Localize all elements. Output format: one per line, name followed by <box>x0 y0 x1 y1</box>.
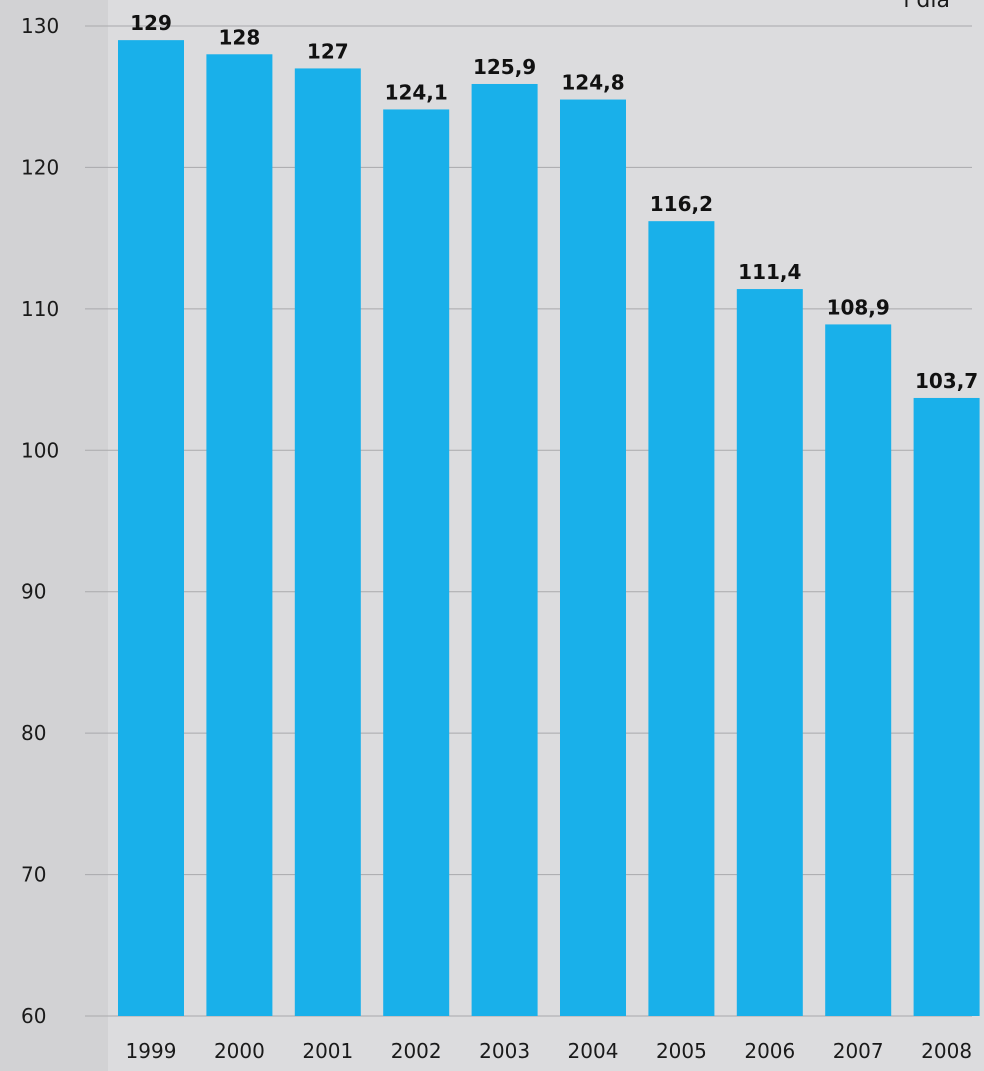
bar-value-label: 125,9 <box>473 55 536 79</box>
bar-value-label: 129 <box>130 11 172 35</box>
y-tick-label: 60 <box>21 1004 46 1028</box>
y-tick-label: 80 <box>21 721 46 745</box>
bar-value-label: 124,1 <box>385 80 448 104</box>
bar-value-label: 116,2 <box>650 192 713 216</box>
bar <box>736 289 803 1016</box>
y-tick-label: 120 <box>21 155 59 179</box>
bar-value-label: 128 <box>219 25 261 49</box>
bar-value-label: 103,7 <box>915 369 978 393</box>
bar <box>913 397 980 1016</box>
bar-value-label: 124,8 <box>561 71 624 95</box>
y-tick-label: 100 <box>21 438 59 462</box>
bar <box>294 68 361 1016</box>
y-tick-label: 90 <box>21 580 46 604</box>
x-tick-label: 2000 <box>214 1039 265 1063</box>
bar <box>648 221 715 1016</box>
x-tick-label: 2006 <box>744 1039 795 1063</box>
bar <box>825 324 892 1016</box>
bar <box>383 109 450 1016</box>
x-tick-label: 2004 <box>568 1039 619 1063</box>
x-tick-label: 2001 <box>302 1039 353 1063</box>
x-tick-label: 2008 <box>921 1039 972 1063</box>
x-tick-label: 2002 <box>391 1039 442 1063</box>
x-tick-label: 1999 <box>126 1039 177 1063</box>
bar <box>206 54 273 1017</box>
bar <box>118 40 184 1016</box>
chart-subtitle: l día <box>903 0 950 13</box>
x-tick-label: 2007 <box>833 1039 884 1063</box>
bar-value-label: 111,4 <box>738 260 801 284</box>
bar <box>560 99 626 1017</box>
y-axis-band <box>0 0 108 1071</box>
y-tick-label: 110 <box>21 297 59 321</box>
bar <box>471 83 538 1016</box>
bar-value-label: 108,9 <box>827 295 890 319</box>
x-tick-label: 2005 <box>656 1039 707 1063</box>
x-tick-label: 2003 <box>479 1039 530 1063</box>
y-tick-label: 130 <box>21 14 59 38</box>
bar-value-label: 127 <box>307 39 349 63</box>
y-tick-label: 70 <box>21 863 46 887</box>
